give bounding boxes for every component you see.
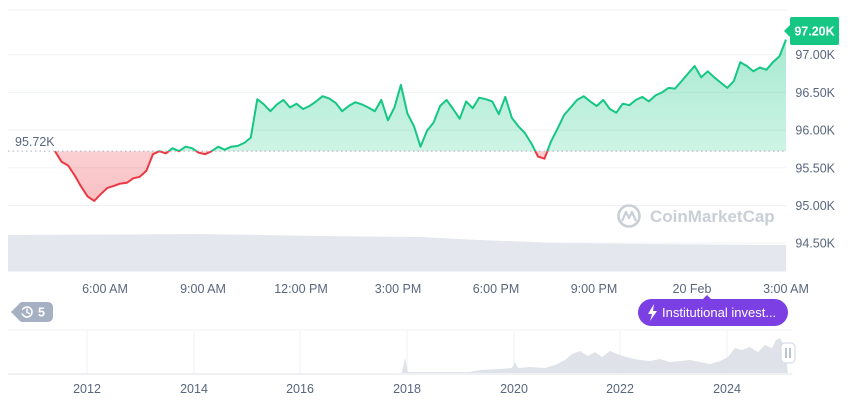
x-tick-label: 3:00 PM [375,282,422,296]
navigator-history-area [8,338,788,373]
navigator-year-label: 2022 [606,382,634,396]
watermark-text: CoinMarketCap [650,207,775,226]
coinmarketcap-logo-icon [617,204,641,228]
navigator[interactable]: 2012 2014 2016 2018 2020 2022 2024 [8,329,796,396]
x-tick-label: 3:00 AM [763,282,809,296]
y-tick-label: 96.50K [795,86,835,100]
x-tick-label: 12:00 PM [274,282,328,296]
current-price-text: 97.20K [794,25,834,39]
pause-bars-icon [785,348,791,358]
x-tick-label: 20 Feb [673,282,712,296]
current-price-badge: 97.20K [784,17,839,45]
reference-label: 95.72K [8,135,60,149]
x-tick-label: 6:00 PM [473,282,520,296]
news-pill[interactable]: Institutional invest... [638,295,788,326]
navigator-year-label: 2018 [393,382,421,396]
y-tick-label: 96.00K [795,124,835,138]
volume-area [8,234,786,271]
x-tick-label: 9:00 AM [180,282,226,296]
history-count: 5 [38,306,45,320]
coinmarketcap-watermark: CoinMarketCap [617,204,775,228]
navigator-year-label: 2014 [180,382,208,396]
navigator-year-label: 2016 [286,382,314,396]
navigator-year-label: 2024 [713,382,741,396]
x-tick-label: 6:00 AM [82,282,128,296]
history-button[interactable]: 5 [11,302,53,322]
news-pill-text: Institutional invest... [662,305,776,320]
x-axis: 6:00 AM 9:00 AM 12:00 PM 3:00 PM 6:00 PM 9:00… [82,282,809,296]
history-icon [19,306,33,318]
lightning-icon [648,304,657,321]
navigator-handle[interactable] [780,342,796,364]
y-tick-label: 97.00K [795,48,835,62]
y-axis: 97.00K 96.50K 96.00K 95.50K 95.00K 94.50K [795,48,835,250]
y-tick-label: 95.00K [795,199,835,213]
reference-label-text: 95.72K [15,135,55,149]
price-line-up [55,39,787,152]
area-fill-below-reference [55,151,786,201]
x-tick-label: 9:00 PM [571,282,618,296]
navigator-year-label: 2020 [500,382,528,396]
y-tick-label: 94.50K [795,237,835,251]
y-tick-label: 95.50K [795,161,835,175]
navigator-year-label: 2012 [73,382,101,396]
volume-fill [8,234,786,271]
area-fill-above-reference [168,39,786,152]
navigator-year-axis: 2012 2014 2016 2018 2020 2022 2024 [73,382,741,396]
